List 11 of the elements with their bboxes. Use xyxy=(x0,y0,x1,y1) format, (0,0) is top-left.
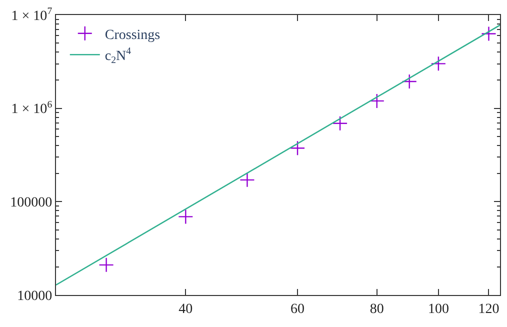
x-tick-label: 60 xyxy=(290,302,305,317)
y-tick-label: 10000 xyxy=(17,288,52,304)
x-tick-label: 80 xyxy=(370,302,384,317)
x-tick-label: 40 xyxy=(178,302,193,317)
legend-label: Crossings xyxy=(104,28,160,43)
legend-label: c$_{2}$N$^{4}$ xyxy=(104,46,132,66)
y-tick-label: 100000 xyxy=(10,196,52,211)
x-tick-label: 100 xyxy=(428,302,449,317)
x-tick-label: 120 xyxy=(478,302,500,317)
y-tick-label: 1 × 10$^{7}$ xyxy=(11,6,52,24)
y-tick-label: 1 × 10$^{6}$ xyxy=(11,99,52,118)
